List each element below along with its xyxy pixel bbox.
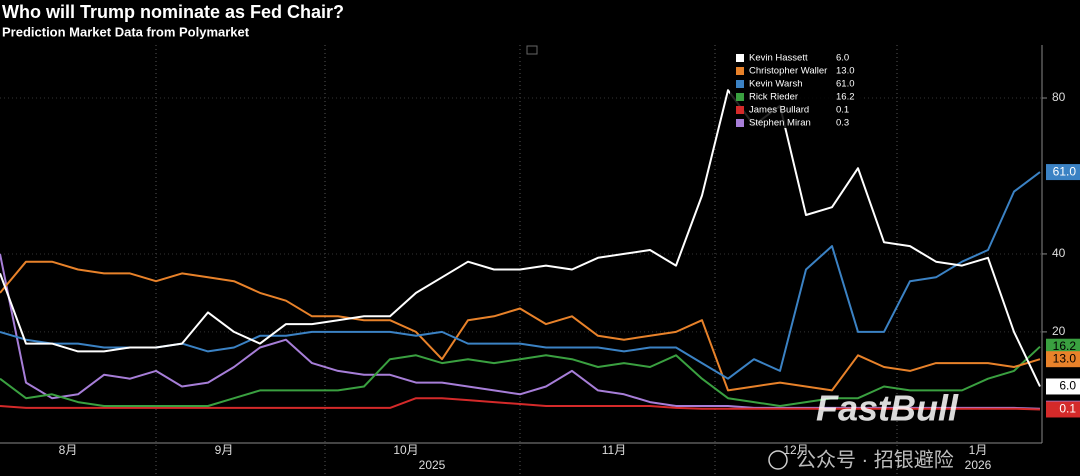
legend-swatch (736, 93, 744, 101)
x-tick-label: 10月 (393, 443, 418, 457)
y-tick-label: 80 (1052, 90, 1066, 104)
legend-label: Kevin Warsh (749, 79, 803, 90)
legend-label: Kevin Hassett (749, 53, 808, 64)
year-label: 2025 (419, 458, 446, 472)
x-tick-label: 9月 (215, 443, 234, 457)
watermark-sub: 公众号 · 招银避险 (796, 448, 954, 471)
legend-swatch (736, 67, 744, 75)
legend-label: Rick Rieder (749, 92, 798, 103)
legend-swatch (736, 106, 744, 114)
series-line (0, 345, 1041, 407)
y-tick-label: 20 (1052, 324, 1066, 338)
end-tag-label: 61.0 (1053, 164, 1077, 178)
x-tick-label: 8月 (59, 443, 78, 457)
end-tag-label: 13.0 (1053, 351, 1077, 365)
series-line (0, 260, 1041, 392)
legend-label: Stephen Miran (749, 118, 811, 129)
end-tag (1046, 401, 1080, 418)
series-line (0, 397, 1041, 411)
watermark: FastBull (816, 388, 959, 429)
legend-value: 61.0 (836, 79, 855, 90)
legend-label: Christopher Waller (749, 66, 827, 77)
end-tag (1046, 351, 1080, 368)
menu-icon (526, 45, 538, 55)
legend-swatch (736, 80, 744, 88)
chart-title: Who will Trump nominate as Fed Chair? (2, 2, 344, 22)
x-tick-label: 12月 (783, 443, 808, 457)
end-tag-label: 0.1 (1059, 402, 1076, 416)
x-tick-label: 1月 (969, 443, 988, 457)
x-tick-label: 11月 (602, 443, 626, 457)
series-line (0, 89, 1041, 387)
end-tag (1046, 164, 1080, 181)
legend-value: 0.1 (836, 105, 849, 116)
legend-label: James Bullard (749, 105, 809, 116)
legend-value: 0.3 (836, 118, 849, 129)
legend-swatch (736, 119, 744, 127)
legend-value: 13.0 (836, 66, 855, 77)
legend-value: 16.2 (836, 92, 855, 103)
year-label: 2026 (965, 458, 992, 472)
end-tag-label: 16.2 (1053, 339, 1077, 353)
watermark-icon (768, 450, 788, 470)
legend-swatch (736, 54, 744, 62)
chart-subtitle: Prediction Market Data from Polymarket (2, 24, 250, 39)
legend-box (730, 48, 862, 128)
end-tag (1046, 378, 1080, 395)
legend-value: 6.0 (836, 53, 849, 64)
end-tag-label: 6.0 (1059, 379, 1076, 393)
y-tick-label: 40 (1052, 246, 1066, 260)
end-tag (1046, 338, 1080, 355)
